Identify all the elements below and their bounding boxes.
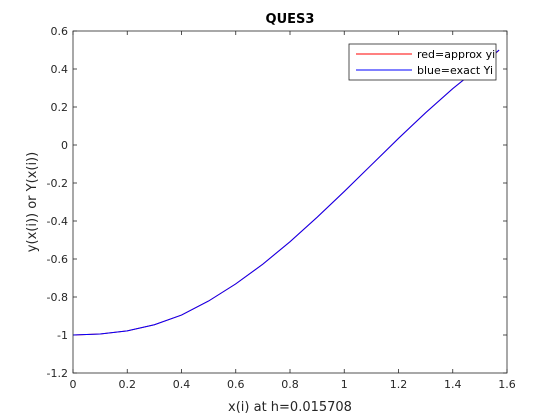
y-axis-title: y(x(i)) or Y(x(i)) [25,152,40,252]
x-tick-label: 0.4 [173,378,191,391]
y-tick-label: -0.2 [47,177,68,190]
chart-title: QUES3 [266,12,315,27]
x-tick-label: 0.2 [119,378,137,391]
y-tick-label: -0.4 [47,215,68,228]
x-tick-label: 1.2 [390,378,408,391]
legend-label-exact: blue=exact Yi [417,64,493,77]
series-layer [72,49,500,336]
y-tick-label: -1 [57,329,68,342]
ticks: 0 0.2 0.4 0.6 0.8 1 1.2 1.4 1.6 -1.2 -1 -0.8 -0.6 -0.… [47,25,516,391]
y-tick-label: -0.8 [47,291,68,304]
y-tick-label: -1.2 [47,367,68,380]
x-tick-label: 1 [341,378,348,391]
x-tick-label: 0.6 [227,378,245,391]
plot-frame [72,30,508,374]
y-tick-label: 0.4 [51,63,69,76]
x-tick-label: 1.6 [498,378,516,391]
plot-area [73,31,507,373]
y-tick-label: -0.6 [47,253,68,266]
legend: red=approx yi blue=exact Yi [348,43,497,81]
y-tick-label: 0.2 [51,101,69,114]
y-tick-label: 0.6 [51,25,69,38]
legend-label-approx: red=approx yi [417,48,495,61]
x-axis-title: x(i) at h=0.015708 [228,400,352,415]
x-tick-label: 1.4 [444,378,462,391]
x-tick-label: 0.8 [281,378,299,391]
legend-box [348,43,497,81]
y-tick-label: 0 [61,139,68,152]
x-tick-label: 0 [70,378,77,391]
series-line-exact [72,49,500,336]
